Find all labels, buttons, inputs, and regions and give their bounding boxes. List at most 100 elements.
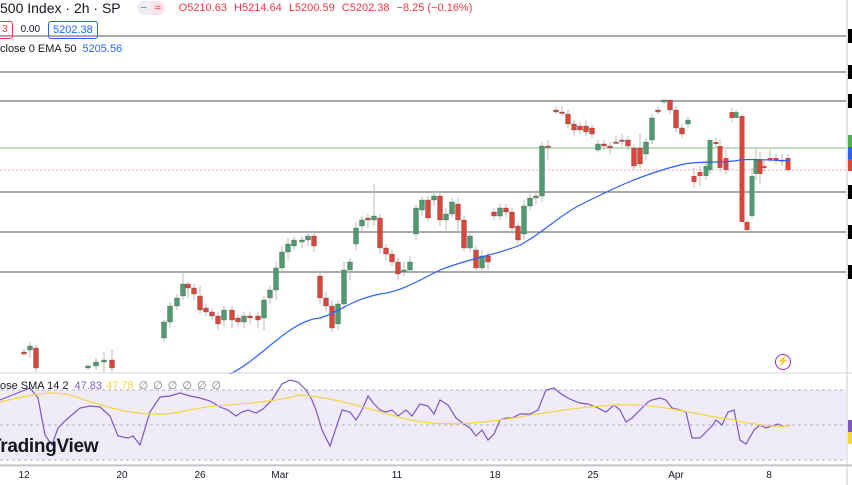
ema-label: close 0 EMA 50 — [0, 43, 77, 55]
down-candle — [247, 315, 253, 319]
up-candle — [595, 143, 601, 151]
up-candle — [101, 359, 107, 363]
lightning-icon[interactable]: ⚡ — [775, 354, 791, 370]
x-tick-label: 8 — [766, 470, 772, 481]
up-candle — [353, 227, 359, 245]
ohlc-values: O5210.63 H5214.64 L5200.59 C5202.38 −8.2… — [179, 2, 477, 14]
ema-line — [229, 158, 791, 375]
up-candle — [85, 365, 91, 369]
down-candle — [571, 123, 577, 131]
down-candle — [185, 283, 191, 289]
visibility-toggle[interactable]: − ≈ — [136, 1, 165, 15]
up-candle — [285, 243, 291, 253]
up-candle — [335, 303, 341, 325]
down-candle — [191, 287, 197, 295]
down-candle — [713, 142, 719, 144]
minus-icon[interactable]: − — [136, 1, 151, 15]
rsi-ma-value: 47.78 — [106, 379, 134, 392]
up-candle — [703, 166, 709, 176]
down-candle — [601, 143, 607, 147]
up-candle — [479, 255, 485, 269]
rsi-line — [0, 379, 785, 448]
approx-icon[interactable]: ≈ — [150, 1, 165, 15]
buy-button[interactable]: 5202.38 — [48, 21, 98, 39]
up-candle — [539, 145, 545, 197]
level-handle — [848, 265, 852, 279]
down-candle — [21, 351, 27, 355]
down-candle — [589, 127, 595, 135]
change-value: −8.25 (−0.16%) — [396, 2, 473, 14]
up-candle — [359, 219, 365, 227]
up-candle — [707, 140, 713, 170]
down-candle — [625, 139, 631, 147]
up-candle — [431, 195, 437, 201]
spread-value: 0.00 — [20, 24, 41, 35]
down-candle — [607, 145, 613, 149]
down-candle — [323, 297, 329, 307]
level-handle — [848, 185, 852, 199]
ema-legend[interactable]: close 0 EMA 50 5205.56 — [0, 43, 122, 55]
up-candle — [267, 289, 273, 299]
down-candle — [389, 253, 395, 263]
empty-value: ∅ — [182, 380, 192, 392]
up-candle — [467, 235, 473, 249]
rsi-legend[interactable]: ose SMA 14 2 47.83 47.78 ∅ ∅ ∅ ∅ ∅ ∅ — [0, 379, 221, 393]
tradingview-watermark: TradingView — [0, 436, 99, 457]
down-candle — [365, 217, 371, 221]
level-handle — [848, 65, 852, 79]
down-candle — [767, 158, 773, 160]
down-candle — [723, 158, 729, 170]
open-value: O5210.63 — [178, 2, 227, 14]
down-candle — [383, 247, 389, 255]
down-candle — [559, 111, 565, 114]
up-candle — [643, 141, 649, 155]
down-candle — [757, 160, 763, 174]
up-candle — [661, 99, 667, 103]
down-candle — [691, 176, 697, 182]
down-candle — [667, 99, 673, 111]
x-tick-label: 18 — [489, 470, 501, 481]
down-candle — [679, 127, 685, 135]
up-candle — [443, 213, 449, 221]
rsi-ma-line — [0, 392, 791, 427]
up-candle — [407, 261, 413, 271]
empty-value: ∅ — [153, 380, 163, 392]
level-handle — [848, 94, 852, 108]
up-candle — [273, 267, 279, 291]
down-candle — [583, 125, 589, 133]
up-candle — [27, 345, 33, 351]
down-candle — [311, 235, 317, 247]
up-candle — [533, 195, 539, 199]
down-candle — [545, 145, 551, 148]
chart-header: 500 Index · 2h · SP − ≈ O5210.63 H5214.6… — [0, 0, 476, 18]
up-candle — [449, 201, 455, 215]
low-value: L5200.59 — [288, 2, 335, 14]
sell-button[interactable]: 3 — [0, 21, 13, 39]
down-candle — [631, 147, 637, 167]
down-candle — [553, 109, 559, 113]
down-candle — [565, 113, 571, 125]
empty-value: ∅ — [196, 380, 207, 392]
down-candle — [655, 109, 661, 113]
symbol-title[interactable]: 500 Index · 2h · SP — [0, 0, 121, 16]
down-candle — [761, 166, 767, 168]
high-value: H5214.64 — [234, 2, 282, 14]
down-candle — [491, 211, 497, 217]
up-candle — [174, 297, 180, 307]
down-candle — [637, 147, 643, 165]
down-candle — [455, 203, 461, 221]
up-candle — [279, 251, 285, 269]
up-candle — [527, 197, 533, 207]
rsi-value: 47.83 — [74, 379, 103, 392]
level-handle — [848, 29, 852, 43]
up-candle — [241, 315, 247, 323]
empty-value: ∅ — [167, 380, 178, 392]
down-candle — [577, 125, 583, 131]
ema-value: 5205.56 — [82, 43, 123, 55]
down-candle — [377, 217, 383, 249]
down-candle — [197, 295, 203, 311]
up-candle — [413, 207, 419, 235]
down-candle — [697, 172, 703, 176]
up-candle — [299, 239, 305, 243]
